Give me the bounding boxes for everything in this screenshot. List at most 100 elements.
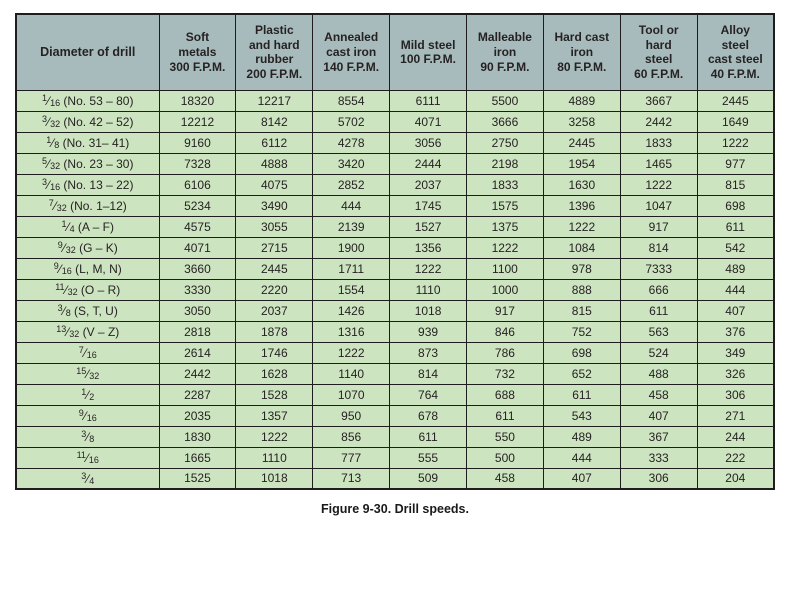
speed-value-cell: 444 [542,446,621,469]
speed-value-cell: 489 [696,257,775,280]
fraction: 9⁄16 [53,261,72,276]
column-header: Soft metals 300 F.P.M. [158,13,237,91]
speed-value-cell: 1465 [619,152,698,175]
speed-value-cell: 815 [696,173,775,196]
table-row: 9⁄32 (G – K) 4071 2715 1900 1356 1222 1084 814 5… [15,236,775,259]
fraction: 1⁄8 [46,135,60,150]
speed-value-cell: 2818 [158,320,237,343]
speed-value-cell: 917 [466,299,544,322]
diameter-range: (V – Z) [79,325,120,339]
speed-value-cell: 12212 [158,110,237,133]
speed-value-cell: 2198 [466,152,544,175]
speed-value-cell: 1018 [389,299,467,322]
table-row: 3⁄4 1525 1018 713 509 458 407 306 204 [15,467,775,490]
fraction: 3⁄16 [42,177,61,192]
diameter-cell: 1⁄2 [15,383,160,406]
table-row: 3⁄8 (S, T, U) 3050 2037 1426 1018 917 815 611 40… [15,299,775,322]
speed-value-cell: 777 [312,446,391,469]
speed-value-cell: 204 [696,467,775,490]
table-row: 3⁄16 (No. 13 – 22) 6106 4075 2852 2037 1833 16… [15,173,775,196]
speed-value-cell: 8554 [312,89,391,112]
fraction: 1⁄2 [81,387,95,402]
speed-value-cell: 407 [542,467,621,490]
speed-value-cell: 5500 [466,89,544,112]
table-row: 7⁄32 (No. 1–12) 5234 3490 444 1745 1575 1396 10… [15,194,775,217]
diameter-range: (No. 13 – 22) [60,178,134,192]
diameter-range: (O – R) [77,283,121,297]
fraction: 3⁄8 [81,429,95,444]
table-row: 1⁄8 (No. 31– 41) 9160 6112 4278 3056 2750 2445… [15,131,775,154]
table-row: 7⁄16 2614 1746 1222 873 786 698 524 349 [15,341,775,364]
column-header: Annealed cast iron 140 F.P.M. [312,13,391,91]
table-row: 9⁄16 (L, M, N) 3660 2445 1711 1222 1100 978 733… [15,257,775,280]
speed-value-cell: 7328 [158,152,237,175]
speed-value-cell: 1140 [312,362,391,385]
speed-value-cell: 9160 [158,131,237,154]
speed-value-cell: 3056 [389,131,467,154]
diameter-cell: 7⁄16 [15,341,160,364]
column-header: Malleable iron 90 F.P.M. [466,13,544,91]
speed-value-cell: 1746 [235,341,314,364]
speed-value-cell: 407 [696,299,775,322]
speed-value-cell: 1084 [542,236,621,259]
diameter-range: (No. 53 – 80) [60,94,134,108]
diameter-cell: 1⁄4 (A – F) [15,215,160,238]
speed-value-cell: 2442 [619,110,698,133]
speed-value-cell: 407 [619,404,698,427]
speed-value-cell: 1711 [312,257,391,280]
speed-value-cell: 856 [312,425,391,448]
table-row: 3⁄8 1830 1222 856 611 550 489 367 244 [15,425,775,448]
speed-value-cell: 1000 [466,278,544,301]
fraction: 1⁄4 [61,219,75,234]
speed-value-cell: 367 [619,425,698,448]
speed-value-cell: 18320 [158,89,237,112]
speed-value-cell: 3660 [158,257,237,280]
speed-value-cell: 1525 [158,467,237,490]
speed-value-cell: 3055 [235,215,314,238]
speed-value-cell: 2445 [542,131,621,154]
diameter-range: (No. 31– 41) [59,136,130,150]
speed-value-cell: 873 [389,341,467,364]
speed-value-cell: 1900 [312,236,391,259]
speed-value-cell: 2715 [235,236,314,259]
speed-value-cell: 326 [696,362,775,385]
fraction: 3⁄8 [57,303,71,318]
speed-value-cell: 1375 [466,215,544,238]
speed-value-cell: 488 [619,362,698,385]
speed-value-cell: 1833 [466,173,544,196]
speed-value-cell: 688 [466,383,544,406]
table-row: 5⁄32 (No. 23 – 30) 7328 4888 3420 2444 2198 19… [15,152,775,175]
speed-value-cell: 333 [619,446,698,469]
speed-value-cell: 244 [696,425,775,448]
speed-value-cell: 1396 [542,194,621,217]
speed-value-cell: 2139 [312,215,391,238]
fraction: 11⁄16 [76,450,99,465]
speed-value-cell: 4071 [389,110,467,133]
speed-value-cell: 1357 [235,404,314,427]
speed-value-cell: 4889 [542,89,621,112]
speed-value-cell: 4075 [235,173,314,196]
speed-value-cell: 3666 [466,110,544,133]
table-row: 11⁄32 (O – R) 3330 2220 1554 1110 1000 888 666 4… [15,278,775,301]
speed-value-cell: 2287 [158,383,237,406]
speed-value-cell: 1222 [619,173,698,196]
speed-value-cell: 1070 [312,383,391,406]
speed-value-cell: 3050 [158,299,237,322]
speed-value-cell: 5702 [312,110,391,133]
speed-value-cell: 4278 [312,131,391,154]
speed-value-cell: 7333 [619,257,698,280]
figure-caption: Figure 9-30. Drill speeds. [321,502,469,516]
diameter-cell: 11⁄32 (O – R) [15,278,160,301]
diameter-cell: 1⁄8 (No. 31– 41) [15,131,160,154]
speed-value-cell: 563 [619,320,698,343]
speed-value-cell: 611 [619,299,698,322]
speed-value-cell: 1878 [235,320,314,343]
diameter-range: (L, M, N) [71,262,122,276]
speed-value-cell: 1047 [619,194,698,217]
speed-value-cell: 1100 [466,257,544,280]
speed-value-cell: 543 [542,404,621,427]
speed-value-cell: 1575 [466,194,544,217]
speed-value-cell: 814 [389,362,467,385]
speed-value-cell: 349 [696,341,775,364]
